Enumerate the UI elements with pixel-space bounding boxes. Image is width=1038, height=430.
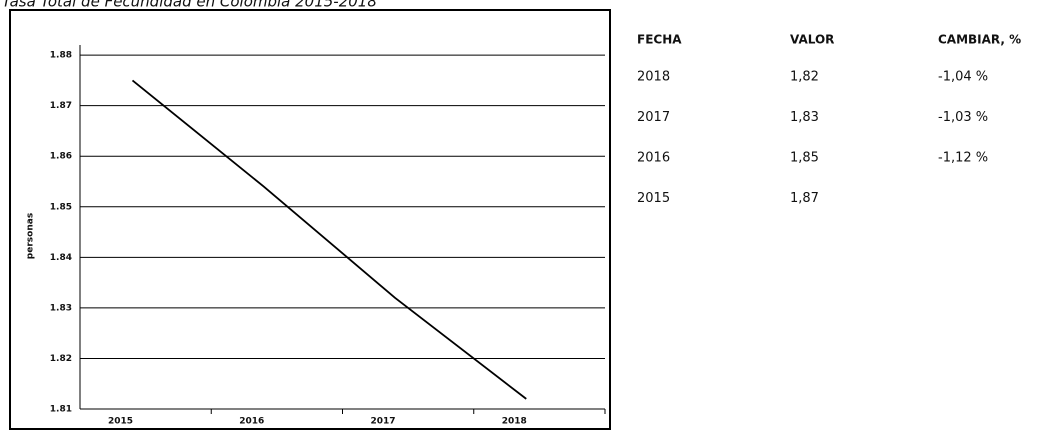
table-cell: 2015 <box>637 191 670 206</box>
y-tick-label: 1.84 <box>50 253 72 263</box>
x-tick-label: 2017 <box>370 417 395 427</box>
table-cell: -1,12 % <box>938 151 988 166</box>
table-cell: 2017 <box>637 110 670 125</box>
y-tick-label: 1.86 <box>50 152 72 162</box>
x-tick-label: 2018 <box>502 417 527 427</box>
y-tick-label: 1.82 <box>50 354 72 364</box>
y-tick-label: 1.83 <box>50 303 72 313</box>
x-tick-label: 2016 <box>239 417 264 427</box>
table-cell: 1,87 <box>790 191 819 206</box>
y-tick-label: 1.81 <box>50 405 72 415</box>
table-cell: -1,04 % <box>938 70 988 85</box>
page-title: Tasa Total de Fecundidad en Colombia 201… <box>2 0 377 11</box>
table-cell: 1,82 <box>790 70 819 85</box>
y-tick-label: 1.88 <box>50 51 72 61</box>
y-axis-label: personas <box>26 213 36 259</box>
table-cell: 2016 <box>637 151 670 166</box>
y-tick-label: 1.87 <box>50 101 72 111</box>
y-tick-label: 1.85 <box>50 202 72 212</box>
chart-frame <box>9 9 611 430</box>
table-header: VALOR <box>790 33 834 47</box>
table-header: FECHA <box>637 33 682 47</box>
table-cell: -1,03 % <box>938 110 988 125</box>
table-cell: 1,85 <box>790 151 819 166</box>
table-header: CAMBIAR, % <box>938 33 1021 47</box>
x-tick-label: 2015 <box>108 417 133 427</box>
table-cell: 2018 <box>637 70 670 85</box>
data-line <box>131 79 527 400</box>
table-cell: 1,83 <box>790 110 819 125</box>
